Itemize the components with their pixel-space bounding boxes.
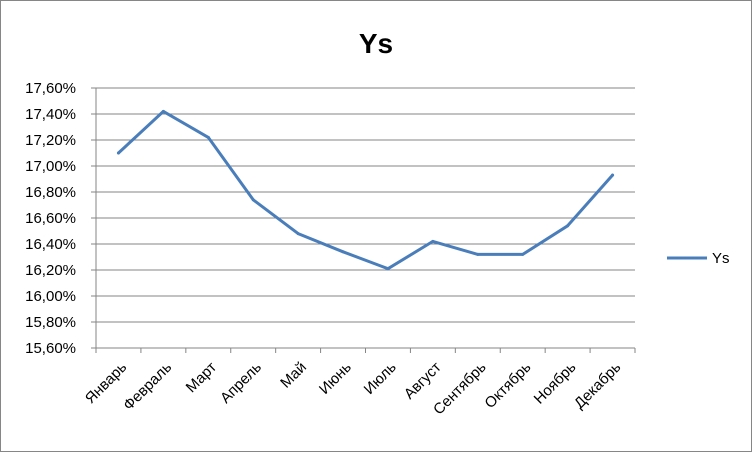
x-tick-label: Июль [361,359,400,398]
data-point [386,267,390,271]
x-tick-label: Август [401,359,445,403]
y-tick-label: 15,80% [25,314,76,331]
data-point [431,239,435,243]
x-tick-label: Март [183,359,220,396]
y-tick-label: 16,60% [25,210,76,227]
data-point [611,173,615,177]
series-group [116,109,615,271]
data-point [161,109,165,113]
y-tick-label: 16,40% [25,236,76,253]
x-tick-label: Октябрь [481,359,534,412]
x-tick-label: Апрель [217,359,265,407]
x-tick-label: Май [277,359,310,392]
data-point [521,252,525,256]
y-tick-label: 17,00% [25,158,76,175]
data-point [116,151,120,155]
series-line [116,109,615,271]
data-point [341,250,345,254]
y-axis: 15,60% 15,80% 16,00% 16,20% 16,40% 16,60% 16,8… [25,80,97,357]
y-tick-label: 17,60% [25,80,76,97]
data-point [476,252,480,256]
y-tick-label: 16,00% [25,288,76,305]
y-tick-label: 16,20% [25,262,76,279]
x-tick-label: Декабрь [571,359,625,413]
x-tick-label: Июнь [316,359,355,398]
data-point [566,224,570,228]
y-tick-label: 17,20% [25,132,76,149]
y-tick-label: 16,80% [25,184,76,201]
chart-title: Ys [359,28,393,59]
y-tick-label: 17,40% [25,106,76,123]
x-tick-label: Февраль [120,359,175,414]
legend-label: Ys [712,250,730,267]
data-point [296,232,300,236]
y-tick-label: 15,60% [25,340,76,357]
legend: Ys [667,250,730,267]
data-point [251,198,255,202]
gridlines [96,87,635,349]
data-point [206,135,210,139]
